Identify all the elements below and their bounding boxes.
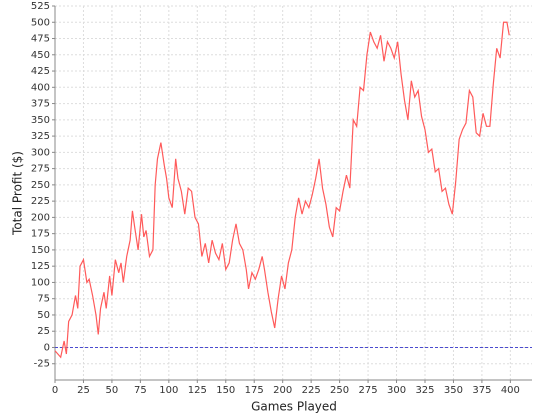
- data-line: [54, 21, 510, 359]
- y-tick-label: 425: [31, 66, 50, 77]
- y-tick-label: 75: [37, 294, 50, 305]
- y-tick-label: 0: [44, 342, 50, 353]
- y-tick-label: 100: [31, 277, 50, 288]
- x-tick-label: 25: [77, 385, 90, 396]
- x-tick-label: 175: [245, 385, 264, 396]
- x-tick-label: 300: [387, 385, 406, 396]
- y-tick-label: 400: [31, 82, 50, 93]
- x-tick-label: 250: [330, 385, 349, 396]
- x-tick-label: 400: [501, 385, 520, 396]
- y-tick-label: 500: [31, 17, 50, 28]
- x-tick-label: 100: [159, 385, 178, 396]
- y-tick-label: 525: [31, 1, 50, 12]
- y-tick-label: 125: [31, 261, 50, 272]
- y-tick-label: 275: [31, 164, 50, 175]
- y-tick-label: 325: [31, 131, 50, 142]
- y-tick-label: 200: [31, 212, 50, 223]
- x-tick-label: 75: [134, 385, 147, 396]
- y-tick-label: 150: [31, 245, 50, 256]
- x-tick-label: 50: [106, 385, 119, 396]
- y-tick-label: 450: [31, 50, 50, 61]
- y-tick-label: 375: [31, 99, 50, 110]
- x-tick-label: 350: [444, 385, 463, 396]
- x-tick-label: 0: [52, 385, 58, 396]
- x-tick-label: 125: [188, 385, 207, 396]
- x-tick-label: 275: [359, 385, 378, 396]
- x-axis-title: Games Played: [251, 400, 337, 414]
- y-tick-label: -25: [34, 359, 50, 370]
- x-tick-label: 200: [273, 385, 292, 396]
- x-tick-label: 375: [472, 385, 491, 396]
- x-tick-label: 325: [415, 385, 434, 396]
- y-tick-label: 225: [31, 196, 50, 207]
- x-tick-label: 150: [216, 385, 235, 396]
- y-axis-title: Total Profit ($): [11, 151, 25, 236]
- y-tick-label: 350: [31, 115, 50, 126]
- y-tick-label: 475: [31, 34, 50, 45]
- y-tick-label: 50: [37, 310, 50, 321]
- y-tick-label: 300: [31, 147, 50, 158]
- y-tick-label: 175: [31, 229, 50, 240]
- x-tick-label: 225: [302, 385, 321, 396]
- plot-area: [55, 6, 532, 380]
- y-tick-label: 25: [37, 326, 50, 337]
- y-tick-label: 250: [31, 180, 50, 191]
